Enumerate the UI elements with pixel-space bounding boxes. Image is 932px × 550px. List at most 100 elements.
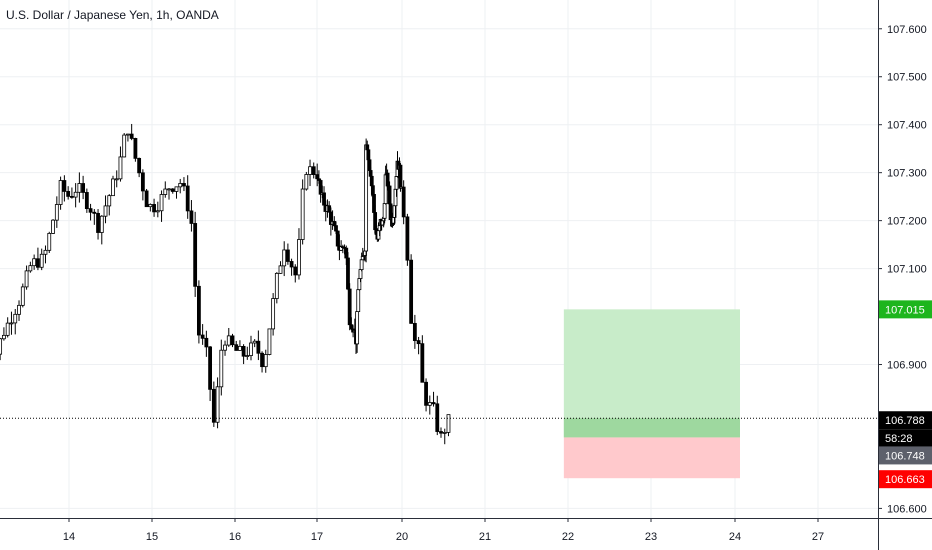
candle-body (416, 340, 421, 345)
price-tick-label: 106.900 (887, 360, 927, 372)
candle-body (241, 345, 246, 357)
time-tick-label: 23 (645, 531, 657, 543)
candle-body (174, 186, 179, 192)
candle (424, 378, 428, 412)
candle-body (274, 272, 279, 299)
candle (234, 340, 239, 351)
candle (263, 349, 268, 373)
candle-body (17, 304, 21, 315)
candle (297, 228, 301, 280)
candle (315, 163, 320, 187)
price-axis[interactable]: 107.600 107.500 107.400 107.300 107.200 107.1… (878, 24, 927, 516)
candle (267, 328, 272, 356)
candle-body (219, 349, 224, 388)
candle (24, 265, 29, 290)
candle-body (332, 221, 337, 227)
candle-body (0, 338, 3, 355)
candle-body (148, 204, 153, 208)
candle-body (39, 253, 44, 268)
time-tick-label: 17 (311, 531, 323, 543)
time-axis[interactable]: 14 15 16 17 20 21 22 23 24 27 (63, 518, 824, 543)
time-tick-label: 21 (479, 531, 491, 543)
candle-body (96, 212, 100, 233)
time-tick-label: 27 (812, 531, 824, 543)
candle-body (126, 133, 130, 136)
candle-body (308, 166, 312, 175)
candle-body (282, 249, 287, 267)
candle (114, 170, 119, 188)
candle (289, 258, 294, 276)
candle (58, 176, 63, 210)
countdown-label: 58:28 (885, 433, 913, 445)
candle-body (155, 210, 160, 213)
candle-body (193, 223, 198, 287)
candle (435, 395, 440, 436)
candle-body (167, 188, 171, 191)
candle (88, 203, 93, 221)
candle (51, 219, 55, 234)
candle-body (211, 388, 216, 423)
candle-body (256, 340, 261, 354)
candle (193, 211, 198, 297)
candle-body (62, 180, 67, 192)
candle (311, 162, 316, 179)
candle (126, 133, 130, 142)
candle (318, 178, 323, 203)
candle (28, 261, 33, 273)
candle (189, 200, 194, 232)
candle (230, 333, 235, 348)
candle (327, 201, 332, 214)
candle (185, 175, 190, 219)
loss-zone[interactable] (563, 437, 740, 479)
candle (0, 337, 3, 361)
candle-body (346, 257, 350, 290)
candle (427, 395, 432, 415)
candle-body (420, 343, 425, 383)
candle-body (318, 180, 323, 195)
long-position-zones[interactable] (563, 309, 740, 479)
candle-body (200, 334, 205, 339)
candle (211, 381, 216, 427)
candle-body (122, 134, 127, 158)
candle-body (170, 188, 175, 192)
candle (32, 254, 37, 270)
candle-body (73, 191, 78, 198)
candle (200, 324, 205, 345)
candle (133, 137, 138, 162)
candle-body (129, 133, 134, 139)
candle-body (245, 355, 250, 357)
candle-body (424, 381, 428, 406)
candle (271, 293, 276, 336)
candle-body (163, 188, 168, 195)
candle-body (355, 311, 360, 345)
candle (442, 428, 447, 445)
candle-body (394, 176, 399, 190)
price-tick-label: 107.100 (887, 264, 927, 276)
candle-body (289, 261, 294, 268)
target-price-tag: 107.015 (879, 300, 932, 319)
candle-body (144, 190, 149, 208)
candle-body (24, 270, 29, 288)
candle-body (315, 174, 320, 180)
candle-body (66, 191, 71, 197)
profit-zone[interactable] (563, 309, 740, 438)
candle (17, 300, 21, 321)
candle-body (226, 335, 231, 346)
candle-body (322, 192, 326, 206)
candle-body (70, 195, 74, 198)
candle (118, 146, 123, 182)
entry-price-tag-bg (879, 446, 932, 465)
candle (111, 175, 115, 197)
candle (103, 195, 108, 224)
candle (84, 188, 89, 213)
candle-body (431, 402, 436, 405)
time-tick-label: 15 (146, 531, 158, 543)
candle-body (263, 354, 268, 368)
candle (215, 377, 220, 429)
entry-price-tag: 106.748 (879, 446, 932, 465)
candle (274, 272, 279, 304)
candle-body (1, 334, 6, 340)
candle (252, 339, 257, 348)
candle (431, 391, 436, 407)
